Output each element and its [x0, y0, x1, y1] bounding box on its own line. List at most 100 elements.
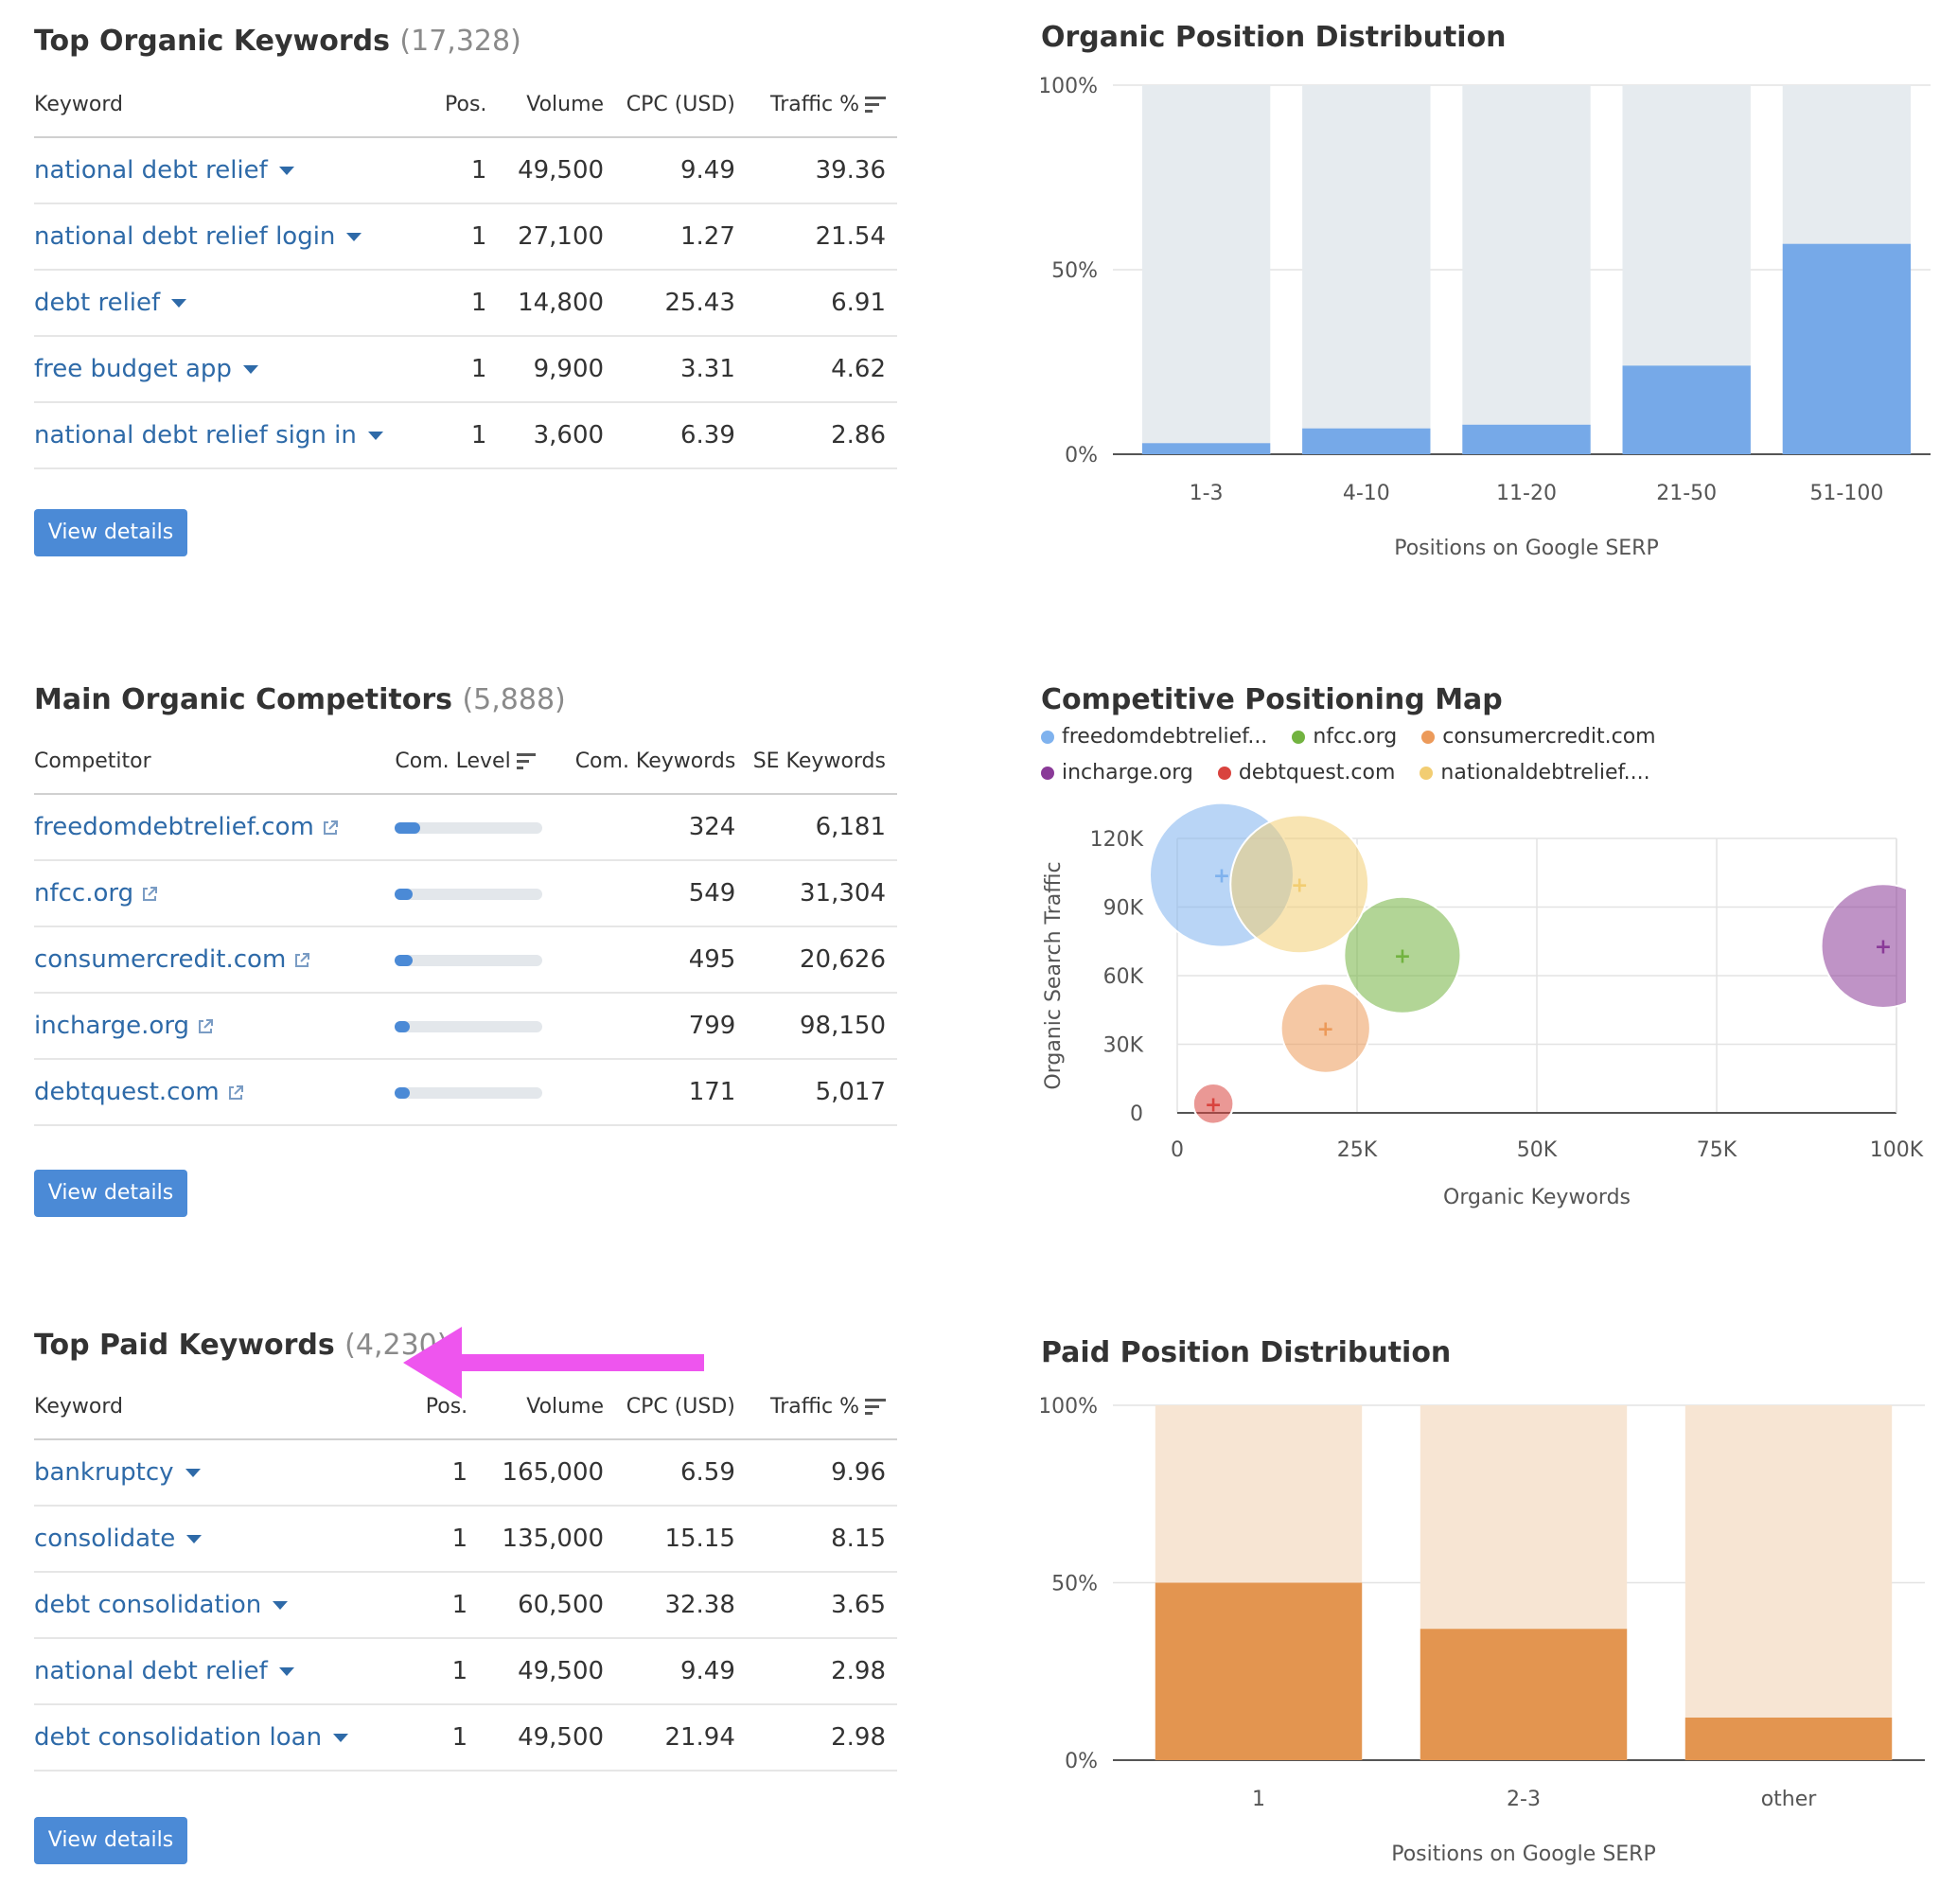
column-traffic[interactable]: Traffic % — [746, 72, 897, 138]
se-keywords-cell[interactable]: 5,017 — [747, 1059, 897, 1126]
column-competitor[interactable]: Competitor — [34, 729, 396, 795]
bubble[interactable] — [1191, 1083, 1235, 1125]
view-details-button[interactable]: View details — [34, 509, 187, 556]
position-bar[interactable] — [1302, 428, 1431, 454]
keyword-link[interactable]: national debt relief login — [34, 222, 336, 251]
chevron-down-icon[interactable] — [278, 1667, 294, 1676]
keyword-link[interactable]: national debt relief — [34, 1657, 268, 1685]
com-keywords-cell[interactable]: 324 — [565, 794, 748, 861]
position-bar[interactable] — [1141, 443, 1271, 454]
chevron-down-icon[interactable] — [367, 432, 383, 440]
position-bar-background — [1302, 85, 1431, 454]
keyword-link[interactable]: debt relief — [34, 289, 161, 317]
column-com-level[interactable]: Com. Level — [395, 729, 566, 795]
keyword-link[interactable]: national debt relief sign in — [34, 421, 357, 450]
paid-position-bar[interactable] — [1684, 1718, 1893, 1760]
paid-position-bar[interactable] — [1420, 1629, 1628, 1760]
keyword-link[interactable]: free budget app — [34, 355, 232, 383]
y-tick-label: 100% — [1041, 1395, 1098, 1419]
bubble[interactable] — [1229, 814, 1370, 955]
sort-icon[interactable] — [516, 752, 538, 770]
keyword-link[interactable]: bankruptcy — [34, 1458, 174, 1487]
legend-item[interactable]: consumercredit.com — [1421, 725, 1656, 749]
column-volume[interactable]: Volume — [479, 1374, 616, 1440]
com-keywords-cell[interactable]: 495 — [565, 926, 748, 994]
external-link-icon[interactable] — [141, 886, 158, 903]
paid-position-chart: 0% 50% 100% 1 2-3 other Positions on Google SE… — [1041, 1395, 1925, 1866]
position-bar[interactable] — [1622, 365, 1751, 454]
keyword-link[interactable]: debt consolidation — [34, 1591, 262, 1619]
column-cpc[interactable]: CPC (USD) — [615, 72, 747, 138]
column-pos[interactable]: Pos. — [410, 1374, 480, 1440]
x-tick-label: 51-100 — [1809, 482, 1883, 505]
column-keyword[interactable]: Keyword — [34, 72, 430, 138]
view-details-button[interactable]: View details — [34, 1817, 187, 1864]
se-keywords-cell[interactable]: 6,181 — [747, 794, 897, 861]
position-bar[interactable] — [1462, 424, 1591, 454]
cpc-cell: 6.59 — [615, 1439, 747, 1507]
legend-item[interactable]: freedomdebtrelief... — [1041, 725, 1267, 749]
sort-icon[interactable] — [865, 1398, 886, 1416]
external-link-icon[interactable] — [227, 1084, 244, 1102]
se-keywords-cell[interactable]: 98,150 — [747, 993, 897, 1060]
keyword-cell: debt consolidation loan — [34, 1704, 411, 1772]
x-tick-label: 25K — [1337, 1138, 1378, 1162]
position-bar-background — [1462, 85, 1591, 454]
legend-item[interactable]: nfcc.org — [1292, 725, 1397, 749]
keyword-cell: bankruptcy — [34, 1439, 411, 1507]
column-pos[interactable]: Pos. — [429, 72, 499, 138]
com-level-fill — [395, 888, 414, 900]
column-keyword[interactable]: Keyword — [34, 1374, 411, 1440]
bubble[interactable] — [1820, 883, 1931, 1009]
table-row: consolidate 1 135,000 15.15 8.15 — [34, 1506, 897, 1573]
keyword-link[interactable]: national debt relief — [34, 156, 268, 185]
chevron-down-icon[interactable] — [171, 299, 187, 308]
chevron-down-icon[interactable] — [186, 1535, 203, 1543]
position-bar[interactable] — [1782, 243, 1912, 454]
view-details-button[interactable]: View details — [34, 1170, 187, 1217]
competitor-link[interactable]: freedomdebtrelief.com — [34, 813, 314, 841]
com-keywords-cell[interactable]: 171 — [565, 1059, 748, 1126]
keyword-link[interactable]: consolidate — [34, 1525, 176, 1553]
chevron-down-icon[interactable] — [185, 1469, 201, 1477]
table-row: national debt relief login 1 27,100 1.27… — [34, 203, 897, 271]
column-traffic[interactable]: Traffic % — [746, 1374, 897, 1440]
com-keywords-cell[interactable]: 799 — [565, 993, 748, 1060]
column-se-keywords[interactable]: SE Keywords — [747, 729, 897, 795]
bubble[interactable] — [1279, 982, 1371, 1074]
legend-item[interactable]: nationaldebtrelief.... — [1420, 761, 1650, 785]
column-com-keywords[interactable]: Com. Keywords — [565, 729, 748, 795]
se-keywords-cell[interactable]: 20,626 — [747, 926, 897, 994]
chevron-down-icon[interactable] — [278, 167, 294, 175]
com-level-fill — [395, 821, 420, 834]
paid-position-bar-background — [1684, 1405, 1893, 1760]
cpc-cell: 6.39 — [615, 402, 747, 469]
volume-cell: 27,100 — [498, 203, 616, 271]
competitor-link[interactable]: consumercredit.com — [34, 945, 287, 974]
column-cpc[interactable]: CPC (USD) — [615, 1374, 747, 1440]
keyword-link[interactable]: debt consolidation loan — [34, 1723, 323, 1752]
table-row: free budget app 1 9,900 3.31 4.62 — [34, 336, 897, 403]
competitor-link[interactable]: debtquest.com — [34, 1078, 220, 1106]
sort-icon[interactable] — [865, 96, 886, 114]
panel-title: Top Paid Keywords (4,230) — [34, 1329, 448, 1362]
chevron-down-icon[interactable] — [273, 1601, 289, 1610]
column-volume[interactable]: Volume — [498, 72, 616, 138]
external-link-icon[interactable] — [322, 820, 339, 837]
chevron-down-icon[interactable] — [333, 1734, 349, 1742]
competitor-link[interactable]: nfcc.org — [34, 879, 134, 908]
legend-item[interactable]: incharge.org — [1041, 761, 1193, 785]
legend-item[interactable]: debtquest.com — [1217, 761, 1395, 785]
external-link-icon[interactable] — [293, 952, 310, 969]
chevron-down-icon[interactable] — [346, 233, 362, 241]
bubble[interactable] — [1343, 895, 1462, 1014]
se-keywords-cell[interactable]: 31,304 — [747, 860, 897, 927]
chevron-down-icon[interactable] — [242, 365, 258, 374]
competitor-link[interactable]: incharge.org — [34, 1012, 190, 1040]
x-tick-label: 75K — [1697, 1138, 1737, 1162]
paid-position-bar[interactable] — [1155, 1582, 1363, 1761]
com-level-cell — [395, 860, 566, 927]
com-keywords-cell[interactable]: 549 — [565, 860, 748, 927]
x-axis-title: Positions on Google SERP — [1394, 537, 1659, 560]
external-link-icon[interactable] — [197, 1018, 214, 1035]
